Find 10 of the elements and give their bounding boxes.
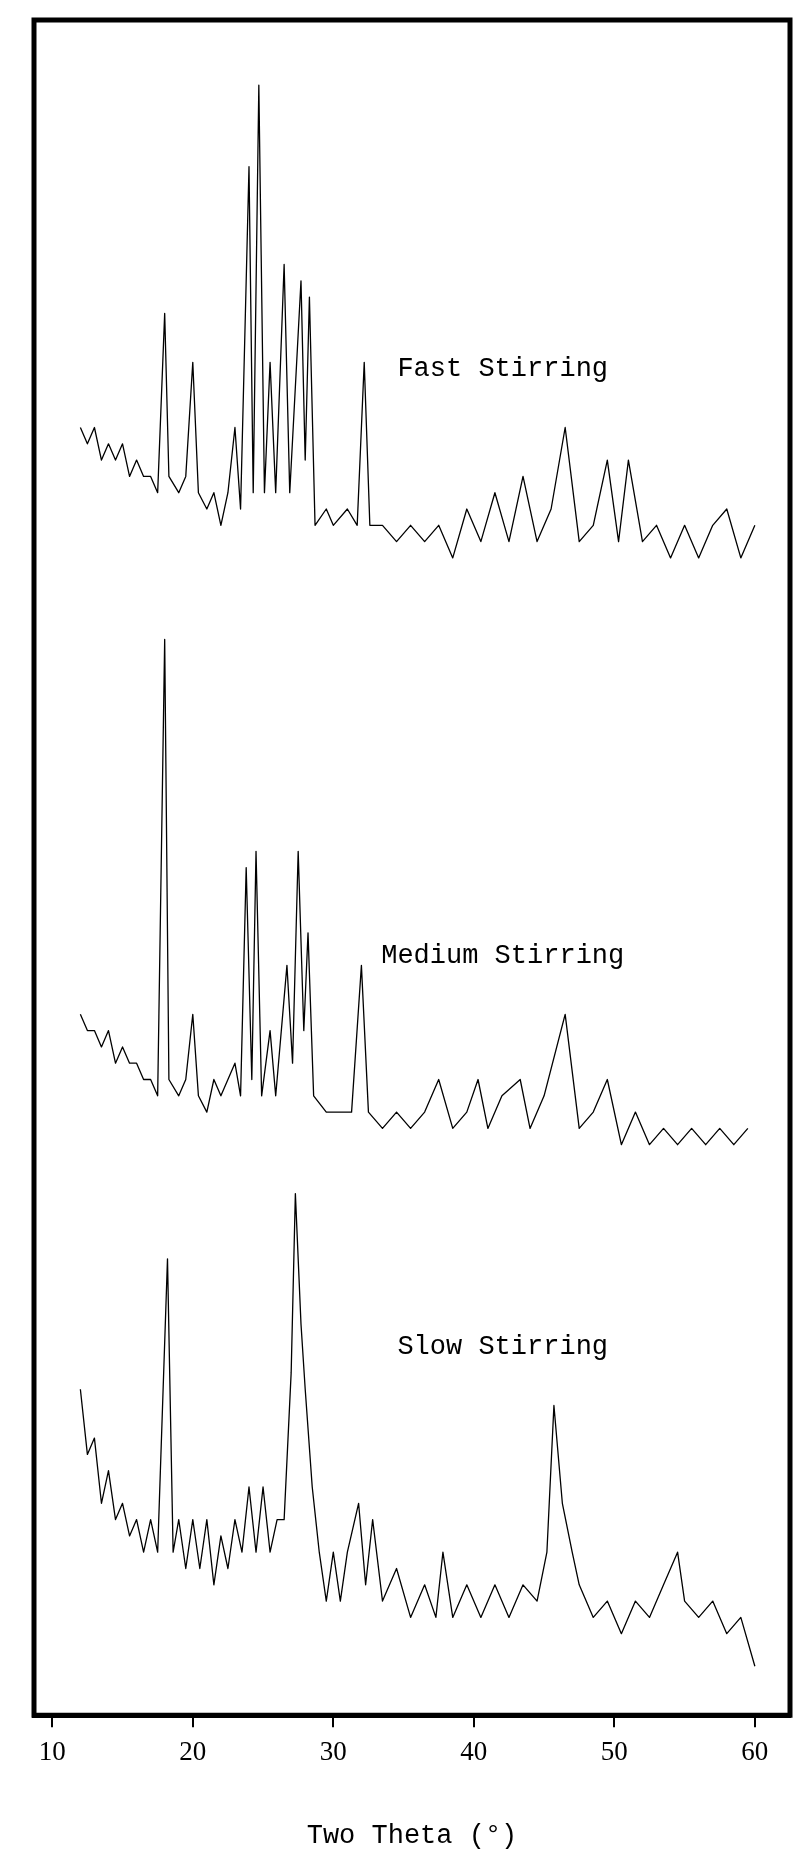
x-tick-label: 10	[38, 1736, 66, 1767]
series-label: Medium Stirring	[381, 940, 625, 971]
x-tick-label: 40	[460, 1736, 488, 1767]
series-label: Fast Stirring	[397, 354, 609, 385]
text: Slow Stirring	[397, 1332, 609, 1363]
x-tick-label: 20	[179, 1736, 207, 1767]
x-tick-label: 30	[319, 1736, 347, 1767]
x-axis-title: Two Theta (°)	[306, 1820, 518, 1851]
x-tick-label: 60	[741, 1736, 769, 1767]
x-tick-label: 50	[600, 1736, 628, 1767]
